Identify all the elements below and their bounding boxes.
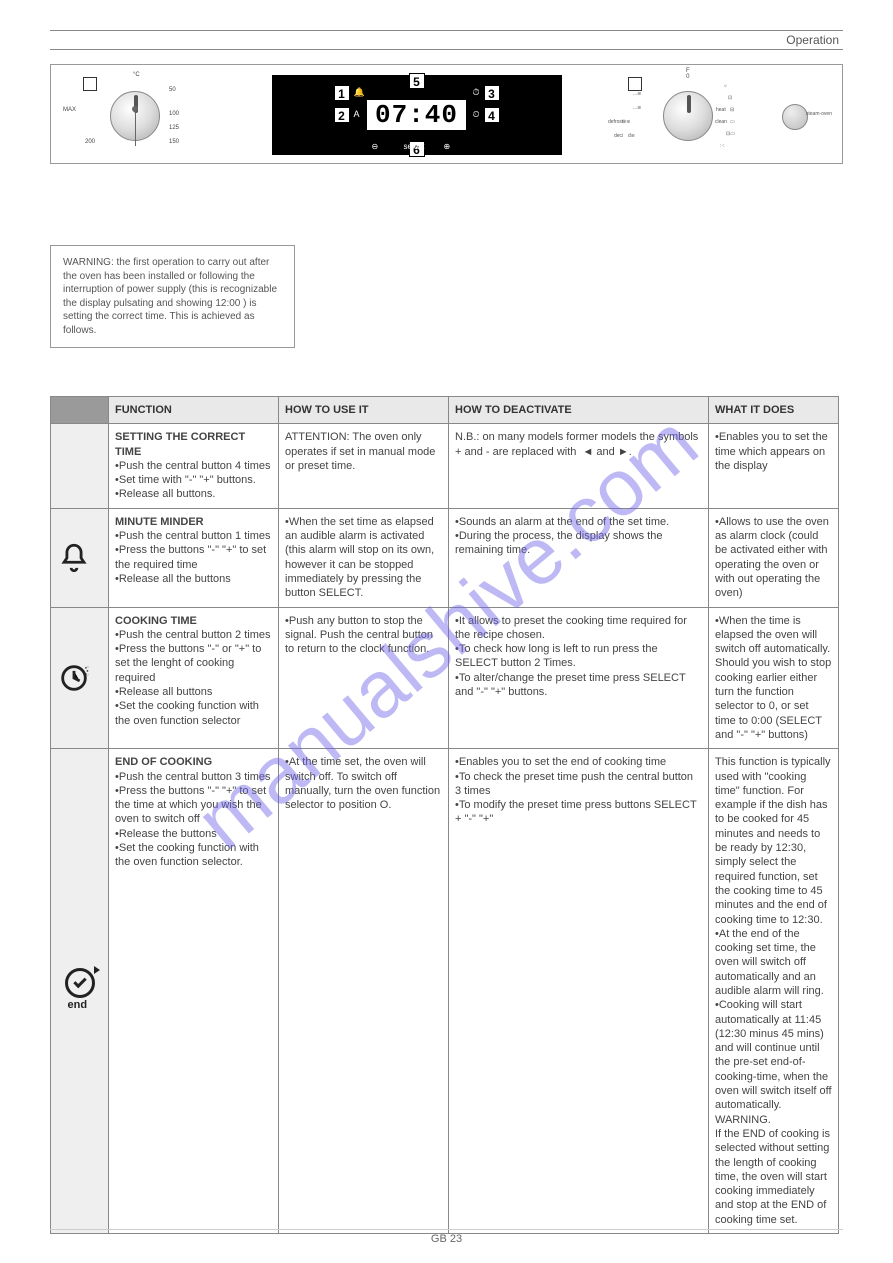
th-icon bbox=[51, 397, 109, 424]
func-icon-r1: ☼ bbox=[723, 83, 728, 89]
th-function: FUNCTION bbox=[109, 397, 279, 424]
func-icon-r3: ⊟ bbox=[730, 107, 734, 113]
bell-icon bbox=[57, 541, 91, 575]
steam-button bbox=[782, 104, 808, 130]
func-icon-l4: d≋ bbox=[628, 133, 635, 139]
temp-label-50: 50 bbox=[169, 87, 176, 93]
temp-label-200: 200 bbox=[85, 139, 95, 145]
temp-unit-label: °C bbox=[133, 72, 140, 78]
row1-c4: •Allows to use the oven as alarm clock (… bbox=[709, 508, 839, 607]
function-knob bbox=[663, 91, 713, 141]
header-rule-top bbox=[50, 30, 843, 31]
func-text-clean: clean bbox=[715, 119, 727, 125]
clock-readout: 07:40 bbox=[367, 100, 466, 130]
row2-c1: COOKING TIME•Push the central button 2 t… bbox=[109, 607, 279, 749]
auto-icon: A bbox=[354, 109, 360, 119]
table-row: end END OF COOKING•Push the central butt… bbox=[51, 749, 839, 1234]
func-icon-r6: :·: bbox=[720, 143, 724, 149]
row0-c3: N.B.: on many models former models the s… bbox=[449, 424, 709, 508]
control-panel-figure: °C 50 100 125 150 200 MAX 5 1 🔔 2 A 07:4… bbox=[50, 64, 843, 164]
page-number: GB 23 bbox=[50, 1229, 843, 1245]
func-text-heat: heat bbox=[716, 107, 726, 113]
page-section-title: Operation bbox=[50, 33, 843, 47]
cooktime-icon: ⏱ bbox=[472, 87, 479, 98]
th-deactivate: HOW TO DEACTIVATE bbox=[449, 397, 709, 424]
select-button-label: select bbox=[404, 142, 425, 151]
table-header-row: FUNCTION HOW TO USE IT HOW TO DEACTIVATE… bbox=[51, 397, 839, 424]
func-label-f0: F 0 bbox=[686, 68, 690, 80]
row1-icon bbox=[51, 508, 109, 607]
row3-c3: •Enables you to set the end of cooking t… bbox=[449, 749, 709, 1234]
row3-c4: This function is typically used with "co… bbox=[709, 749, 839, 1234]
func-icon-l1: ...≋ bbox=[633, 91, 641, 97]
row0-c2: ATTENTION: The oven only operates if set… bbox=[279, 424, 449, 508]
callout-5: 5 bbox=[409, 73, 425, 89]
table-row: SETTING THE CORRECT TIME•Push the centra… bbox=[51, 424, 839, 508]
callout-4: 4 bbox=[484, 107, 500, 123]
function-knob-area: F 0 ...≋ ...≋ ⊛≋ d≋ defrost deci ☼ ⊡ ⊟ ▭… bbox=[608, 69, 838, 161]
row2-c2: •Push any button to stop the signal. Pus… bbox=[279, 607, 449, 749]
row3-c2: •At the time set, the oven will switch o… bbox=[279, 749, 449, 1234]
steam-button-label: steam·oven bbox=[806, 111, 832, 117]
function-table: FUNCTION HOW TO USE IT HOW TO DEACTIVATE… bbox=[50, 396, 839, 1234]
header-rule-bottom bbox=[50, 49, 843, 50]
table-row: MINUTE MINDER•Push the central button 1 … bbox=[51, 508, 839, 607]
function-indicator-box bbox=[628, 77, 642, 91]
clock-icon bbox=[57, 661, 91, 695]
row2-c3: •It allows to preset the cooking time re… bbox=[449, 607, 709, 749]
end-icon: ⏲ bbox=[472, 109, 479, 120]
row0-c4: •Enables you to set the time which appea… bbox=[709, 424, 839, 508]
row1-c3: •Sounds an alarm at the end of the set t… bbox=[449, 508, 709, 607]
timer-display: 5 1 🔔 2 A 07:40 3 ⏱ 4 ⏲ 6 ⊖ select ⊕ bbox=[272, 75, 562, 155]
temperature-indicator-box bbox=[83, 77, 97, 91]
callout-1: 1 bbox=[334, 85, 350, 101]
row2-icon bbox=[51, 607, 109, 749]
row0-icon bbox=[51, 424, 109, 508]
callout-pointer bbox=[135, 106, 136, 146]
bell-icon: 🔔 bbox=[354, 87, 365, 98]
th-howuse: HOW TO USE IT bbox=[279, 397, 449, 424]
func-icon-r5: ⊡▭ bbox=[726, 131, 735, 137]
th-whatdoes: WHAT IT DOES bbox=[709, 397, 839, 424]
func-text-deci: deci bbox=[614, 133, 623, 139]
callout-2: 2 bbox=[334, 107, 350, 123]
func-icon-r4: ▭ bbox=[730, 119, 735, 125]
plus-button-label: ⊕ bbox=[444, 142, 451, 151]
callout-3: 3 bbox=[484, 85, 500, 101]
end-of-cooking-icon: end bbox=[60, 966, 100, 1012]
warning-note: WARNING: the first operation to carry ou… bbox=[50, 245, 295, 348]
func-text-defrost: defrost bbox=[608, 119, 623, 125]
row0-c1: SETTING THE CORRECT TIME•Push the centra… bbox=[109, 424, 279, 508]
row3-c1: END OF COOKING•Push the central button 3… bbox=[109, 749, 279, 1234]
row3-icon: end bbox=[51, 749, 109, 1234]
row1-c2: •When the set time as elapsed an audible… bbox=[279, 508, 449, 607]
row1-c1: MINUTE MINDER•Push the central button 1 … bbox=[109, 508, 279, 607]
temperature-knob-area: °C 50 100 125 150 200 MAX bbox=[55, 69, 225, 161]
func-icon-r2: ⊡ bbox=[728, 95, 732, 101]
temp-label-150: 150 bbox=[169, 139, 179, 145]
temp-label-125: 125 bbox=[169, 125, 179, 131]
row2-c4: •When the time is elapsed the oven will … bbox=[709, 607, 839, 749]
func-icon-l2: ...≋ bbox=[633, 105, 641, 111]
minus-button-label: ⊖ bbox=[372, 142, 379, 151]
table-row: COOKING TIME•Push the central button 2 t… bbox=[51, 607, 839, 749]
temp-label-100: 100 bbox=[169, 111, 179, 117]
temp-label-max: MAX bbox=[63, 107, 76, 113]
